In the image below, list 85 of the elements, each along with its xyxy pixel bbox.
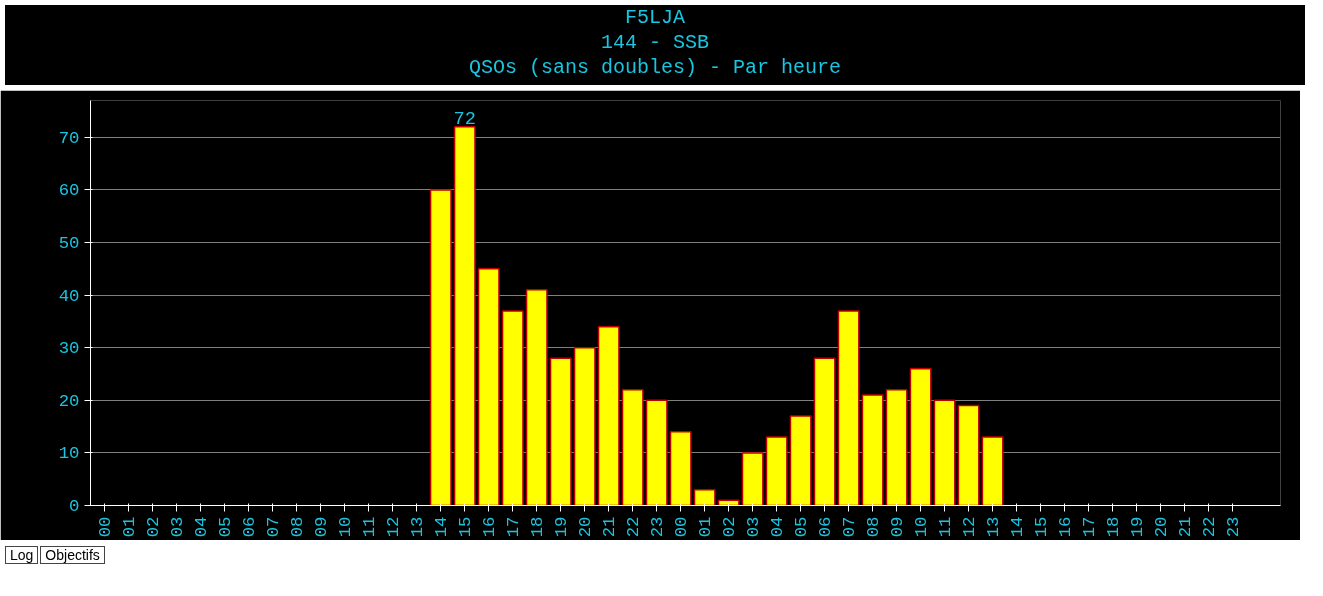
bar: [549, 357, 572, 506]
data-label: 72: [453, 107, 476, 130]
bar: [765, 436, 788, 506]
x-tick-label: 23: [1224, 516, 1244, 538]
bar: [645, 399, 668, 506]
x-tick-label: 13: [408, 516, 428, 538]
bar: [885, 389, 908, 506]
bar: [573, 346, 596, 506]
x-tick-label: 02: [720, 516, 740, 538]
y-tick-label: 0: [69, 497, 80, 516]
x-tick-label: 03: [168, 516, 188, 538]
x-tick-label: 19: [552, 516, 572, 538]
x-tick-label: 10: [912, 516, 932, 538]
x-tick-label: 05: [792, 516, 812, 538]
text: Log: [5, 546, 39, 564]
bar: [693, 488, 716, 506]
bar: [621, 389, 644, 506]
x-tick-label: 14: [1008, 516, 1028, 538]
x-tick-label: 23: [648, 516, 668, 538]
x-tick-label: 16: [1056, 516, 1076, 538]
x-tick-label: 08: [864, 516, 884, 538]
y-tick-label: 30: [58, 339, 80, 359]
x-tick-label: 17: [1080, 516, 1100, 538]
chart-subtitle: 144 - SSB QSOs (sans doubles) - Par heure: [468, 31, 842, 79]
bar: [981, 436, 1004, 506]
y-tick-label: 60: [58, 181, 80, 201]
x-tick-label: 21: [1176, 516, 1196, 538]
x-tick-label: 01: [120, 516, 140, 538]
x-tick-label: 22: [624, 516, 644, 538]
y-tick-label: 50: [58, 234, 80, 254]
bar: [429, 189, 452, 506]
bar: [909, 368, 932, 506]
x-tick-label: 06: [816, 516, 836, 538]
x-tick-label: 04: [768, 516, 788, 538]
x-tick-label: 09: [888, 516, 908, 538]
bar: [597, 325, 620, 506]
x-tick-label: 05: [216, 516, 236, 538]
text: Objectifs: [40, 546, 105, 564]
y-tick-label: 70: [58, 128, 80, 148]
x-tick-label: 11: [936, 516, 956, 538]
bar: [501, 310, 524, 506]
bar: [933, 399, 956, 506]
bar: [453, 126, 476, 506]
bar: [741, 452, 764, 506]
bar: [717, 499, 740, 506]
x-tick-label: 18: [528, 516, 548, 538]
x-tick-label: 03: [744, 516, 764, 538]
bar: [669, 431, 692, 506]
x-tick-label: 18: [1104, 516, 1124, 538]
y-tick-label: 20: [58, 391, 80, 411]
x-tick-label: 22: [1200, 516, 1220, 538]
x-tick-label: 07: [840, 516, 860, 538]
bar: [861, 394, 884, 506]
x-tick-label: 15: [456, 516, 476, 538]
x-tick-label: 15: [1032, 516, 1052, 538]
bar: [789, 415, 812, 506]
x-tick-label: 20: [576, 516, 596, 538]
x-tick-label: 02: [144, 516, 164, 538]
x-tick-label: 01: [696, 516, 716, 538]
x-tick-label: 16: [480, 516, 500, 538]
x-tick-label: 12: [384, 516, 404, 538]
chart-title: F5LJA: [624, 6, 685, 29]
x-tick-label: 07: [264, 516, 284, 538]
x-tick-label: 00: [672, 516, 692, 538]
x-tick-label: 00: [96, 516, 116, 538]
x-tick-label: 12: [960, 516, 980, 538]
x-tick-label: 11: [360, 516, 380, 538]
x-tick-label: 10: [336, 516, 356, 538]
x-tick-label: 08: [288, 516, 308, 538]
x-tick-label: 13: [984, 516, 1004, 538]
x-tick-label: 17: [504, 516, 524, 538]
x-tick-label: 19: [1128, 516, 1148, 538]
x-tick-label: 20: [1152, 516, 1172, 538]
x-tick-label: 21: [600, 516, 620, 538]
bar: [813, 357, 836, 506]
bar: [525, 289, 548, 506]
y-tick-label: 10: [58, 444, 80, 464]
bar: [837, 310, 860, 506]
bar: [477, 268, 500, 506]
x-tick-label: 09: [312, 516, 332, 538]
x-tick-label: 14: [432, 516, 452, 538]
y-tick-label: 40: [58, 286, 80, 306]
bar: [957, 404, 980, 506]
x-tick-label: 06: [240, 516, 260, 538]
x-tick-label: 04: [192, 516, 212, 538]
